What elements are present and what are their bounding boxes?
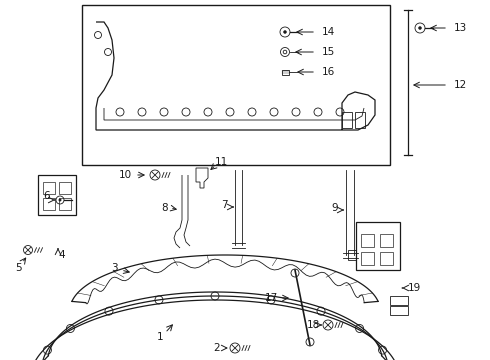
- Text: 5: 5: [15, 263, 21, 273]
- Text: 17: 17: [265, 293, 278, 303]
- Circle shape: [418, 27, 421, 30]
- Text: 14: 14: [322, 27, 335, 37]
- Bar: [43, 182, 55, 194]
- Text: 8: 8: [161, 203, 168, 213]
- Bar: [361, 252, 374, 265]
- Bar: [38, 175, 76, 215]
- Bar: [361, 234, 374, 247]
- Bar: [342, 112, 352, 128]
- Bar: [348, 250, 356, 260]
- Bar: [43, 198, 55, 210]
- Text: 1: 1: [157, 332, 163, 342]
- Bar: [281, 69, 289, 75]
- Bar: [82, 5, 390, 165]
- Text: 16: 16: [322, 67, 335, 77]
- Bar: [59, 198, 71, 210]
- Bar: [380, 234, 393, 247]
- Bar: [380, 252, 393, 265]
- Bar: [356, 222, 400, 270]
- Text: 7: 7: [221, 200, 228, 210]
- Text: 19: 19: [408, 283, 421, 293]
- Bar: [390, 296, 408, 305]
- Text: 15: 15: [322, 47, 335, 57]
- Bar: [390, 306, 408, 315]
- Bar: [59, 182, 71, 194]
- Text: 13: 13: [454, 23, 467, 33]
- Text: 6: 6: [44, 191, 50, 201]
- Text: 9: 9: [331, 203, 338, 213]
- Text: 3: 3: [111, 263, 118, 273]
- Text: 18: 18: [307, 320, 320, 330]
- Text: 10: 10: [119, 170, 132, 180]
- Text: 2: 2: [213, 343, 220, 353]
- Circle shape: [59, 199, 61, 201]
- Text: 4: 4: [58, 250, 65, 260]
- Text: 12: 12: [454, 80, 467, 90]
- Text: 11: 11: [215, 157, 228, 167]
- Circle shape: [284, 31, 287, 33]
- Bar: [355, 112, 365, 128]
